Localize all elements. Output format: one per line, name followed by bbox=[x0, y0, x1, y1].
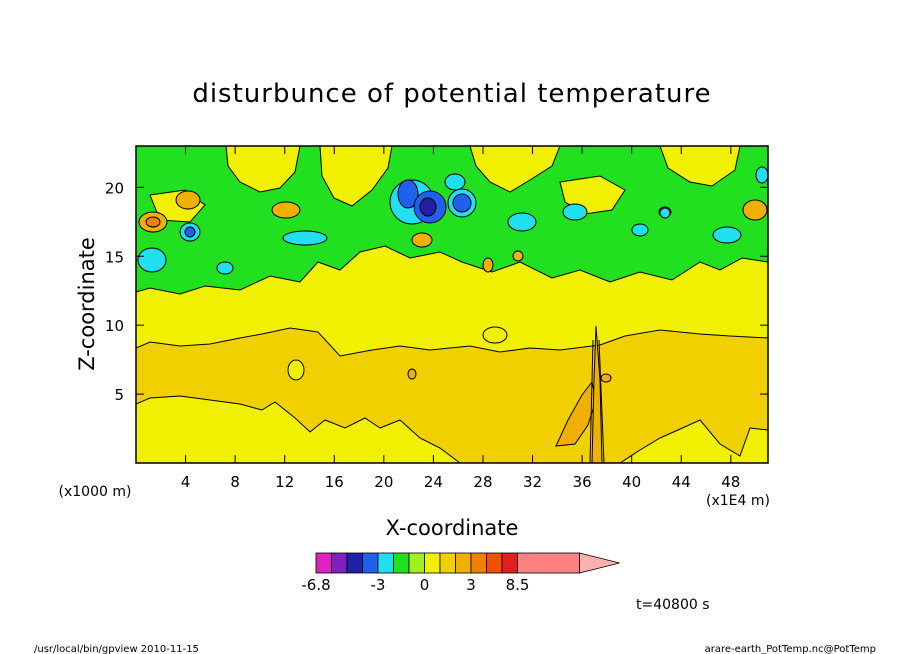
blob-yellow-mid-2 bbox=[287, 359, 305, 381]
colorbar-cell bbox=[393, 552, 410, 574]
plot-frame bbox=[135, 145, 769, 464]
x-axis-label: X-coordinate bbox=[386, 516, 519, 540]
x-axis-ticks: 4 8 12 16 20 24 28 32 36 40 44 48 bbox=[181, 146, 740, 491]
blob-blue-7 bbox=[452, 193, 472, 213]
blob-blue-2 bbox=[184, 226, 196, 238]
x-tick-label: 24 bbox=[424, 473, 443, 491]
x-tick-label: 8 bbox=[230, 473, 240, 491]
contour-plot bbox=[136, 146, 768, 463]
colorbar-labels: -6.8 -3 0 3 8.5 bbox=[301, 576, 529, 594]
x-tick-label: 16 bbox=[325, 473, 344, 491]
footer-left: /usr/local/bin/gpview 2010-11-15 bbox=[34, 644, 199, 654]
colorbar-cell bbox=[362, 552, 379, 574]
colorbar-label: -3 bbox=[371, 576, 386, 594]
colorbar-cell bbox=[517, 552, 580, 574]
x-tick-label: 28 bbox=[473, 473, 492, 491]
x-tick-label: 36 bbox=[573, 473, 592, 491]
blob-cyan-14 bbox=[631, 223, 649, 237]
footer-right: arare-earth_PotTemp.nc@PotTemp bbox=[705, 644, 876, 654]
blob-cyan-13 bbox=[755, 166, 768, 184]
colorbar-cell bbox=[501, 552, 518, 574]
blob-cyan-1 bbox=[137, 247, 167, 273]
x-unit-label: (x1E4 m) bbox=[706, 493, 770, 509]
blob-orange-left-in bbox=[145, 216, 161, 228]
blob-orange-7 bbox=[512, 250, 524, 262]
x-tick-label: 4 bbox=[181, 473, 191, 491]
colorbar-cell bbox=[455, 552, 472, 574]
y-tick-label: 5 bbox=[114, 386, 124, 404]
chart-title: disturbunce of potential temperature bbox=[192, 79, 711, 109]
y-tick-label: 10 bbox=[105, 317, 124, 335]
blob-cyan-9 bbox=[507, 212, 537, 232]
blob-cyan-8 bbox=[444, 173, 466, 191]
colorbar-arrow bbox=[579, 552, 620, 574]
blob-orange-6 bbox=[482, 257, 494, 273]
y-tick-label: 15 bbox=[105, 248, 124, 266]
blob-cyan-12 bbox=[712, 226, 742, 244]
colorbar-cell bbox=[346, 552, 363, 574]
region-upper-yellow-1 bbox=[225, 146, 301, 193]
blob-cyan-11 bbox=[659, 207, 671, 219]
vertical-jet bbox=[591, 325, 603, 463]
region-upper-yellow-2 bbox=[319, 146, 393, 207]
blob-cyan-4 bbox=[282, 230, 328, 246]
x-tick-label: 20 bbox=[374, 473, 393, 491]
blob-yellow-mid bbox=[482, 326, 508, 344]
y-unit-label: (x1000 m) bbox=[59, 484, 132, 500]
region-upper-yellow-3 bbox=[469, 146, 561, 193]
x-tick-label: 32 bbox=[523, 473, 542, 491]
blob-orange-lower-2 bbox=[407, 368, 417, 380]
colorbar-cell bbox=[424, 552, 441, 574]
x-tick-label: 40 bbox=[622, 473, 641, 491]
colorbar-cell bbox=[315, 552, 332, 574]
blob-navy-6 bbox=[419, 197, 437, 217]
x-tick-label: 12 bbox=[275, 473, 294, 491]
colorbar bbox=[315, 552, 620, 574]
colorbar-cell bbox=[331, 552, 348, 574]
blob-orange-3 bbox=[271, 201, 301, 219]
blob-orange-2 bbox=[175, 190, 201, 210]
y-axis-ticks: 5 10 15 20 bbox=[105, 179, 768, 404]
blob-cyan-3 bbox=[216, 261, 234, 275]
blob-blue-5 bbox=[397, 179, 419, 209]
time-label: t=40800 s bbox=[636, 597, 710, 613]
y-axis-label: Z-coordinate bbox=[75, 237, 99, 371]
region-upper-yellow-5 bbox=[659, 146, 741, 187]
colorbar-label: -6.8 bbox=[301, 576, 330, 594]
x-tick-label: 44 bbox=[672, 473, 691, 491]
colorbar-cell bbox=[486, 552, 503, 574]
colorbar-cell bbox=[439, 552, 456, 574]
colorbar-label: 8.5 bbox=[506, 576, 530, 594]
colorbar-label: 3 bbox=[466, 576, 476, 594]
blob-orange-5 bbox=[742, 199, 768, 221]
y-tick-label: 20 bbox=[105, 179, 124, 197]
blob-orange-4 bbox=[411, 232, 433, 248]
colorbar-cell bbox=[408, 552, 425, 574]
colorbar-cell bbox=[470, 552, 487, 574]
blob-orange-lower-3 bbox=[600, 373, 612, 383]
x-tick-label: 48 bbox=[721, 473, 740, 491]
colorbar-label: 0 bbox=[420, 576, 430, 594]
blob-cyan-10 bbox=[562, 203, 588, 221]
colorbar-cell bbox=[377, 552, 394, 574]
vertical-jet-lines bbox=[589, 339, 605, 463]
